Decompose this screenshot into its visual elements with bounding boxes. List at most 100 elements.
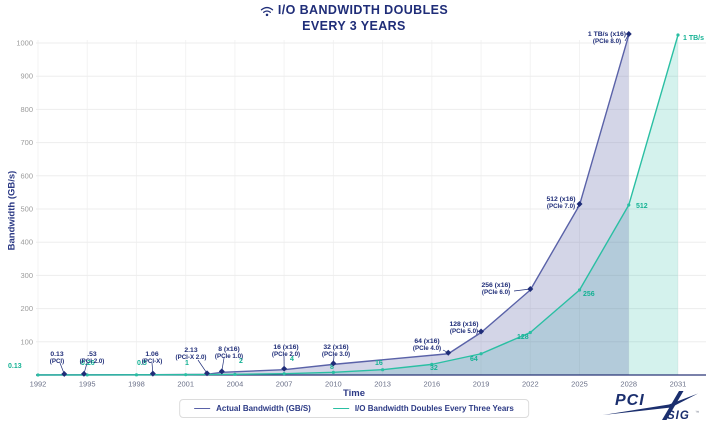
doubling-point <box>331 370 335 374</box>
doubling-area <box>38 35 678 375</box>
y-tick-label: 600 <box>20 171 33 180</box>
doubling-value-label: 8 <box>330 364 334 371</box>
legend-label-doubling: I/O Bandwidth Doubles Every Three Years <box>354 404 514 413</box>
annotation-leader <box>197 359 208 374</box>
actual-point <box>527 286 534 292</box>
wifi-icon <box>260 6 274 16</box>
doubling-value-label: 16 <box>375 360 383 367</box>
actual-point <box>330 360 337 367</box>
doubling-point <box>184 373 188 377</box>
doubling-value-label: 0.13 <box>8 363 22 370</box>
annotation-value: 512 (x16) <box>546 196 575 203</box>
doubling-value-label: 0.26 <box>81 360 95 367</box>
x-tick-label: 1998 <box>128 380 145 389</box>
annotation-value: 32 (x16) <box>323 344 348 351</box>
doubling-point <box>627 203 631 207</box>
actual-point <box>61 370 68 377</box>
annotation-gen: (PCI) <box>50 358 64 365</box>
x-tick-label: 2016 <box>423 380 440 389</box>
x-axis-title: Time <box>342 388 365 399</box>
logo-text-pci: PCI <box>615 392 645 409</box>
doubling-line <box>37 34 679 376</box>
annotation-gen: (PCI 2.0) <box>80 358 105 365</box>
x-tick-label: 2031 <box>670 380 687 389</box>
legend-label-actual: Actual Bandwidth (GB/S) <box>216 404 311 413</box>
annotation-gen: (PCIe 5.0) <box>450 328 478 335</box>
x-tick-label: 2019 <box>473 380 490 389</box>
doubling-value-label: 128 <box>517 334 529 341</box>
chart-legend: Actual Bandwidth (GB/S) I/O Bandwidth Do… <box>179 399 529 418</box>
doubling-point <box>36 373 40 377</box>
doubling-point <box>577 288 582 292</box>
doubling-value-label: 0.5 <box>137 360 147 367</box>
pci-sig-logo: PCI SIG ™ <box>601 389 705 423</box>
doubling-point <box>676 33 680 37</box>
actual-point <box>445 349 452 356</box>
x-tick-label: 1995 <box>79 380 96 389</box>
y-tick-label: 300 <box>20 271 33 280</box>
annotation-leader <box>513 288 531 292</box>
legend-swatch-doubling <box>332 407 349 410</box>
doubling-point <box>528 330 532 335</box>
doubling-point <box>479 352 483 356</box>
y-tick-label: 800 <box>20 105 33 114</box>
x-tick-label: 2028 <box>620 380 637 389</box>
annotation-value: 8 (x16) <box>218 346 240 353</box>
annotation-gen: (PCIe 3.0) <box>322 351 350 358</box>
actual-point <box>149 370 156 377</box>
x-tick-label: 1992 <box>30 380 47 389</box>
actual-point <box>478 328 485 335</box>
y-tick-label: 200 <box>20 304 33 313</box>
doubling-point <box>381 368 385 372</box>
logo-swoosh-cross <box>662 391 684 420</box>
annotation-value: 256 (x16) <box>481 282 510 289</box>
x-tick-label: 2001 <box>177 380 194 389</box>
annotation-gen: (PCIe 8.0) <box>593 38 621 45</box>
doubling-value-label: 512 <box>636 203 648 210</box>
annotation-gen: (PCIe 6.0) <box>482 289 510 296</box>
y-axis-title: Bandwidth (GB/s) <box>6 170 18 251</box>
logo-trademark: ™ <box>695 410 700 415</box>
actual-point <box>204 370 210 377</box>
x-tick-label: 2007 <box>276 380 293 389</box>
title-line-2: EVERY 3 YEARS <box>302 19 406 34</box>
y-tick-label: 400 <box>20 238 33 247</box>
annotation-gen: (PCIe 1.0) <box>215 353 243 360</box>
annotation-gen: (PCIe 2.0) <box>272 351 300 358</box>
doubling-point <box>430 362 434 366</box>
doubling-value-label: 32 <box>430 365 438 372</box>
annotation-value: .53 <box>87 351 97 358</box>
x-tick-label: 2004 <box>227 380 244 389</box>
doubling-point <box>134 373 139 377</box>
y-tick-label: 900 <box>20 72 33 81</box>
annotation-gen: (PCIe 4.0) <box>413 345 441 352</box>
x-tick-label: 2025 <box>571 380 588 389</box>
annotation-value: 64 (x16) <box>414 338 439 345</box>
legend-item-doubling: I/O Bandwidth Doubles Every Three Years <box>332 404 514 413</box>
logo-text-sig: SIG <box>667 410 690 422</box>
doubling-value-label: 1 TB/s <box>683 35 704 42</box>
legend-item-actual: Actual Bandwidth (GB/S) <box>194 404 311 413</box>
actual-area <box>38 35 629 375</box>
y-tick-label: 700 <box>20 138 33 147</box>
annotation-value: 128 (x16) <box>449 321 478 328</box>
x-tick-label: 2022 <box>522 380 539 389</box>
chart-title: I/O BANDWIDTH DOUBLES EVERY 3 YEARS <box>0 3 708 34</box>
annotation-value: 1.06 <box>145 351 158 358</box>
annotation-gen: (PCI-X 2.0) <box>176 354 207 361</box>
doubling-point <box>282 372 286 376</box>
doubling-value-label: 1 <box>185 360 189 367</box>
x-tick-label: 2010 <box>325 380 342 389</box>
annotation-gen: (PCI-X) <box>142 358 163 365</box>
annotation-gen: (PCIe 7.0) <box>547 203 575 210</box>
doubling-value-label: 4 <box>290 356 294 363</box>
doubling-value-label: 256 <box>583 291 595 298</box>
doubling-value-label: 64 <box>470 356 478 363</box>
pci-sig-logo-graphic: PCI SIG ™ <box>603 391 700 422</box>
annotation-value: 1 TB/s (x16) <box>588 31 626 38</box>
title-line-1: I/O BANDWIDTH DOUBLES <box>277 3 449 17</box>
legend-swatch-actual <box>194 407 211 410</box>
annotation-value: 16 (x16) <box>273 344 298 351</box>
